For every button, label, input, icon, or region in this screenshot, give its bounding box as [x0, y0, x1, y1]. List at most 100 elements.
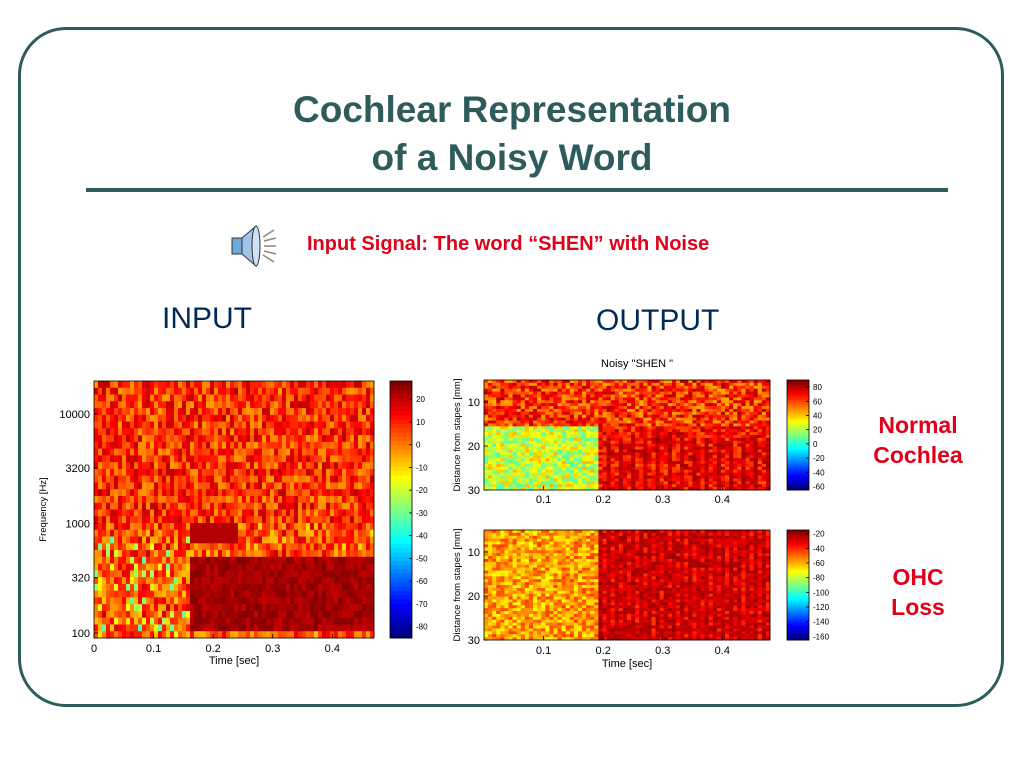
heatmap-cell: [700, 475, 706, 479]
heatmap-cell: [334, 387, 339, 395]
heatmap-cell: [130, 421, 135, 429]
heatmap-cell: [302, 381, 307, 389]
heatmap-cell: [122, 529, 127, 537]
heatmap-cell: [130, 570, 135, 578]
heatmap-cell: [594, 458, 599, 462]
heatmap-cell: [222, 516, 227, 524]
heatmap-cell: [524, 403, 530, 407]
heatmap-cell: [573, 426, 579, 430]
y-tick-label: 100: [72, 628, 90, 640]
heatmap-cell: [484, 408, 489, 413]
heatmap-cell: [692, 417, 697, 421]
heatmap-cell: [154, 577, 159, 585]
heatmap-cell: [370, 570, 375, 578]
heatmap-cell: [667, 429, 673, 433]
heatmap-cell: [541, 449, 546, 453]
heatmap-cell: [278, 550, 283, 558]
speaker-icon[interactable]: [226, 218, 282, 274]
heatmap-cell: [138, 448, 143, 456]
heatmap-cell: [338, 610, 343, 619]
heatmap-cell: [178, 617, 183, 625]
heatmap-cell: [598, 426, 603, 430]
heatmap-cell: [306, 489, 311, 497]
heatmap-cell: [350, 468, 355, 477]
heatmap-cell: [561, 440, 567, 445]
heatmap-cell: [647, 388, 652, 392]
heatmap-cell: [688, 481, 693, 485]
heatmap-cell: [138, 597, 143, 605]
y-tick-label: 10000: [59, 409, 90, 421]
heatmap-cell: [194, 583, 199, 592]
heatmap-cell: [533, 391, 538, 395]
heatmap-cell: [166, 468, 171, 477]
heatmap-cell: [114, 550, 119, 558]
heatmap-cell: [350, 408, 355, 416]
heatmap-cell: [692, 388, 697, 392]
heatmap-cell: [354, 570, 359, 578]
heatmap-cell: [222, 455, 227, 463]
heatmap-cell: [190, 401, 195, 409]
heatmap-cell: [318, 495, 323, 504]
heatmap-cell: [553, 417, 558, 421]
heatmap-cell: [146, 441, 151, 450]
heatmap-cell: [110, 381, 115, 389]
heatmap-cell: [270, 577, 275, 585]
heatmap-cell: [194, 550, 199, 558]
heatmap-cell: [362, 624, 367, 632]
heatmap-cell: [496, 426, 501, 430]
heatmap-cell: [194, 495, 199, 504]
heatmap-cell: [298, 624, 303, 632]
heatmap-cell: [322, 394, 327, 402]
heatmap-cell: [94, 394, 99, 402]
heatmap-cell: [712, 466, 718, 471]
heatmap-cell: [549, 458, 554, 462]
heatmap-cell: [496, 440, 501, 445]
heatmap-cell: [635, 472, 640, 476]
heatmap-cell: [290, 468, 295, 477]
heatmap-cell: [590, 423, 595, 427]
heatmap-cell: [106, 462, 111, 470]
heatmap-cell: [631, 461, 636, 465]
heatmap-cell: [350, 462, 355, 470]
heatmap-cell: [162, 387, 167, 395]
heatmap-cell: [500, 411, 505, 416]
heatmap-cell: [286, 502, 291, 510]
heatmap-cell: [294, 435, 299, 443]
heatmap-cell: [182, 482, 187, 490]
heatmap-cell: [484, 423, 489, 427]
heatmap-cell: [174, 428, 179, 436]
heatmap-cell: [594, 426, 599, 430]
heatmap-cell: [647, 466, 652, 471]
heatmap-cell: [366, 455, 371, 463]
heatmap-cell: [541, 380, 546, 384]
heatmap-cell: [234, 435, 239, 443]
heatmap-cell: [306, 563, 311, 571]
heatmap-cell: [508, 397, 513, 401]
heatmap-cell: [146, 631, 151, 639]
heatmap-cell: [318, 604, 323, 612]
heatmap-cell: [606, 380, 612, 384]
heatmap-cell: [370, 381, 375, 389]
heatmap-cell: [528, 481, 534, 485]
heatmap-cell: [338, 631, 343, 639]
heatmap-cell: [598, 432, 603, 436]
heatmap-cell: [354, 577, 359, 585]
heatmap-cell: [182, 401, 187, 409]
heatmap-cell: [258, 536, 263, 544]
heatmap-cell: [122, 624, 127, 632]
heatmap-cell: [366, 550, 371, 558]
heatmap-cell: [618, 443, 624, 447]
heatmap-cell: [688, 408, 693, 413]
heatmap-cell: [704, 463, 710, 468]
heatmap-cell: [318, 455, 323, 463]
heatmap-cell: [246, 631, 251, 639]
heatmap-cell: [520, 446, 526, 450]
heatmap-cell: [350, 441, 355, 450]
heatmap-cell: [278, 475, 283, 483]
heatmap-cell: [142, 462, 147, 470]
heatmap-cell: [226, 495, 231, 504]
heatmap-cell: [582, 420, 587, 424]
heatmap-cell: [696, 484, 701, 488]
heatmap-cell: [639, 463, 644, 468]
heatmap-cell: [130, 482, 135, 490]
